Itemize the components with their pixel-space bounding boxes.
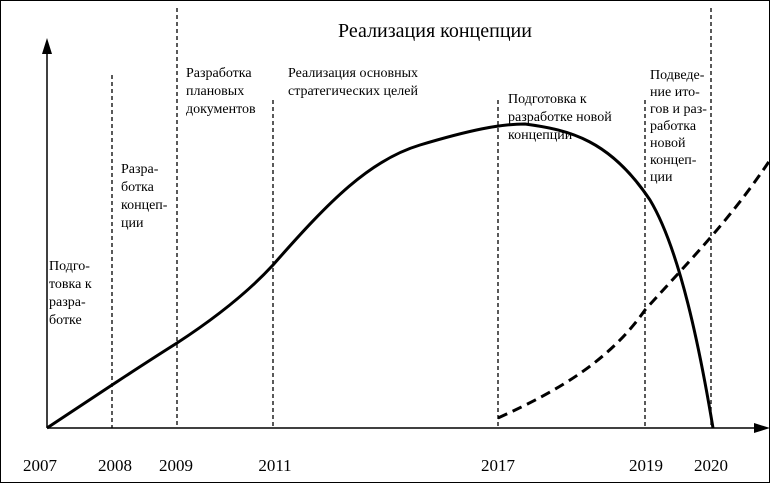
phase-label: ции — [121, 216, 144, 231]
year-label: 2019 — [629, 456, 663, 475]
phase-label: концеп- — [650, 153, 697, 168]
year-label: 2011 — [258, 456, 291, 475]
year-label: 2017 — [481, 456, 516, 475]
phase-label: документов — [186, 102, 256, 117]
phase-label: плановых — [186, 84, 244, 99]
phase-label: Подведе- — [650, 68, 705, 83]
year-label: 2020 — [694, 456, 728, 475]
new-concept-curve — [497, 159, 770, 420]
phase-label: ботка — [121, 180, 155, 195]
phase-label: товка к — [49, 277, 92, 292]
title: Реализация концепции — [338, 20, 532, 42]
phase-label: разра- — [49, 295, 86, 310]
phase-label: новой — [650, 136, 686, 151]
phase-label: работка — [650, 119, 697, 134]
concept-curve — [46, 122, 715, 430]
phase-label: концеп- — [121, 198, 168, 213]
phase-label: стратегических целей — [288, 84, 418, 99]
year-label: 2008 — [98, 456, 132, 475]
year-label: 2009 — [159, 456, 193, 475]
phase-label: ние ито- — [650, 85, 700, 100]
year-label: 2007 — [23, 456, 58, 475]
phase-label: ции — [650, 170, 673, 185]
phase-label: Подго- — [49, 259, 90, 274]
phase-label: концепции — [508, 128, 573, 143]
x-arrow — [754, 423, 770, 433]
phase-label: гов и раз- — [650, 102, 707, 117]
phase-label: разработке новой — [508, 110, 612, 125]
y-arrow — [42, 38, 52, 54]
phase-label: ботке — [49, 313, 82, 328]
phase-label: Реализация основных — [288, 66, 418, 81]
phase-label: Подготовка к — [508, 92, 587, 107]
phase-label: Разработка — [186, 66, 252, 81]
axes — [46, 52, 760, 429]
phase-label: Разра- — [121, 162, 159, 177]
dashed-dividers — [111, 8, 712, 428]
